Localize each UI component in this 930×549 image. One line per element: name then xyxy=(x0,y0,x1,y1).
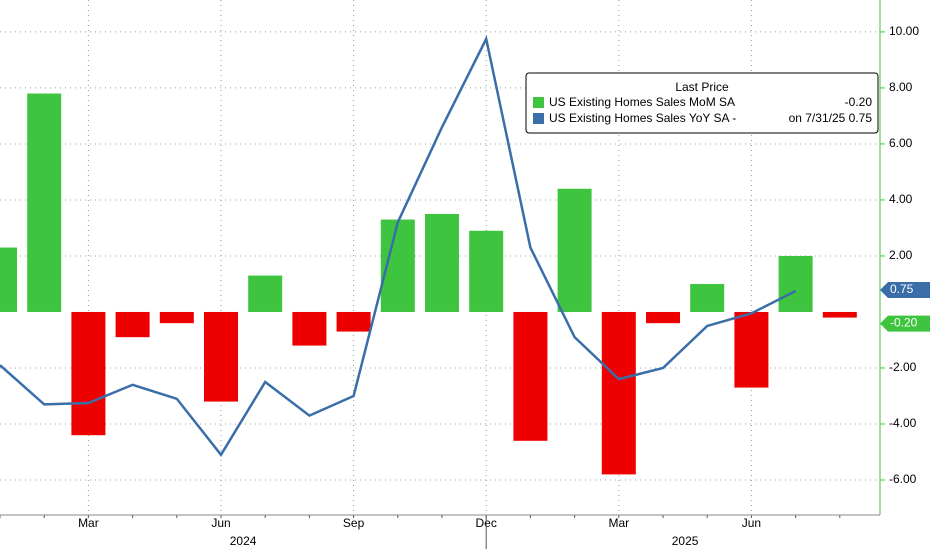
legend-box xyxy=(525,72,879,134)
bar xyxy=(822,311,857,318)
year-label: 2024 xyxy=(230,534,257,548)
bar xyxy=(159,311,194,324)
y-tick-label: -2.00 xyxy=(889,360,917,374)
bar xyxy=(248,275,283,312)
bar xyxy=(601,311,636,475)
bar xyxy=(0,247,17,312)
y-tick-label: -4.00 xyxy=(889,416,917,430)
x-tick-label: Jun xyxy=(742,516,761,530)
legend-swatch xyxy=(533,97,544,108)
bar xyxy=(778,255,813,312)
bar xyxy=(336,311,371,332)
y-tick-label: -6.00 xyxy=(889,472,917,486)
bar xyxy=(513,311,548,441)
bar xyxy=(646,311,680,324)
legend-label: US Existing Homes Sales YoY SA - xyxy=(549,111,736,125)
bar xyxy=(690,283,725,312)
bar xyxy=(204,311,238,402)
legend-value: on 7/31/25 0.75 xyxy=(789,111,873,125)
x-tick-label: Mar xyxy=(78,516,99,530)
bar xyxy=(734,311,769,388)
bar xyxy=(292,311,327,346)
year-label: 2025 xyxy=(672,534,699,548)
y-tick-label: 8.00 xyxy=(889,80,913,94)
legend-swatch xyxy=(533,113,544,124)
last-value-label: -0.20 xyxy=(890,316,918,330)
bar xyxy=(425,213,459,312)
line xyxy=(0,35,797,457)
bar xyxy=(115,311,150,338)
y-tick-label: 10.00 xyxy=(889,24,919,38)
last-value-tag xyxy=(880,315,930,332)
bar xyxy=(557,188,592,312)
bar xyxy=(27,93,62,312)
y-tick-label: 4.00 xyxy=(889,192,913,206)
x-tick-label: Jun xyxy=(211,516,230,530)
legend-value: -0.20 xyxy=(845,95,873,109)
x-tick-label: Mar xyxy=(608,516,629,530)
y-tick-label: 2.00 xyxy=(889,248,913,262)
bar xyxy=(71,311,106,436)
y-tick-label: 6.00 xyxy=(889,136,913,150)
legend-label: US Existing Homes Sales MoM SA xyxy=(549,95,735,109)
bar xyxy=(469,230,504,312)
x-tick-label: Sep xyxy=(343,516,365,530)
last-value-label: 0.75 xyxy=(890,282,914,296)
last-value-tag xyxy=(880,281,930,298)
legend-title: Last Price xyxy=(675,80,729,94)
